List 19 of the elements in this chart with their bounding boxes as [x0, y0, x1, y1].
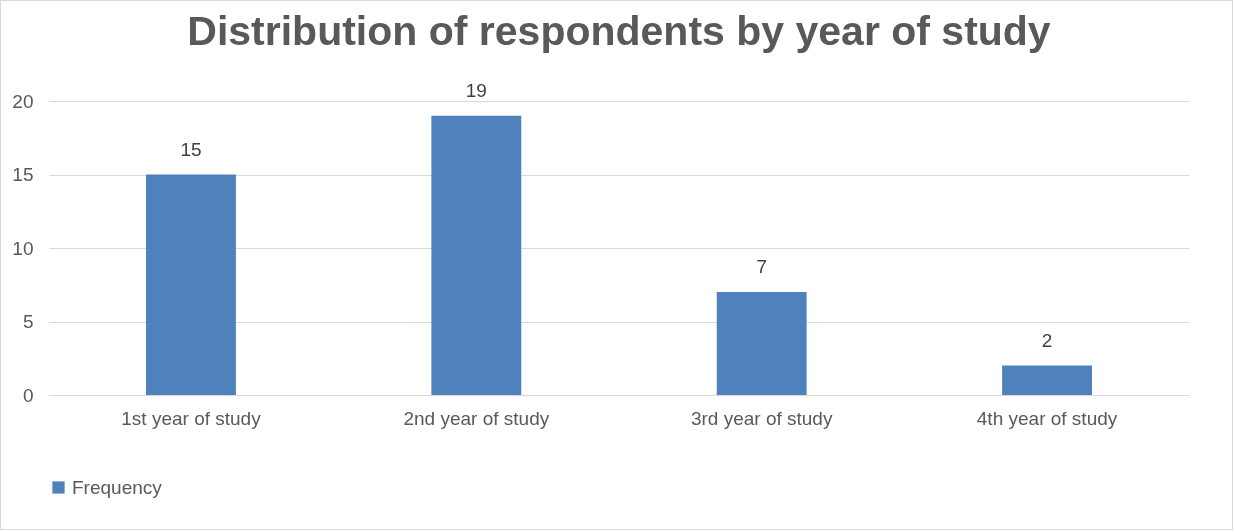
- data-label: 7: [756, 256, 767, 278]
- bar: [431, 115, 522, 395]
- data-label: 15: [180, 138, 202, 160]
- y-tick-label: 10: [12, 237, 34, 259]
- bar: [716, 292, 807, 395]
- x-tick-label: 1st year of study: [121, 407, 262, 429]
- chart-title: Distribution of respondents by year of study: [187, 7, 1051, 54]
- bar: [1002, 365, 1092, 395]
- data-label: 19: [465, 79, 487, 101]
- y-tick-label: 15: [12, 164, 34, 185]
- y-tick-label: 5: [22, 311, 34, 332]
- x-tick-label: 3rd year of study: [690, 407, 833, 429]
- legend-label: Frequency: [72, 476, 163, 498]
- x-tick-label: 2nd year of study: [403, 407, 550, 429]
- bar: [146, 174, 236, 395]
- y-tick-label: 20: [12, 90, 34, 112]
- data-label: 2: [1041, 329, 1053, 351]
- y-tick-label: 0: [22, 384, 34, 406]
- x-tick-label: 4th year of study: [976, 407, 1118, 429]
